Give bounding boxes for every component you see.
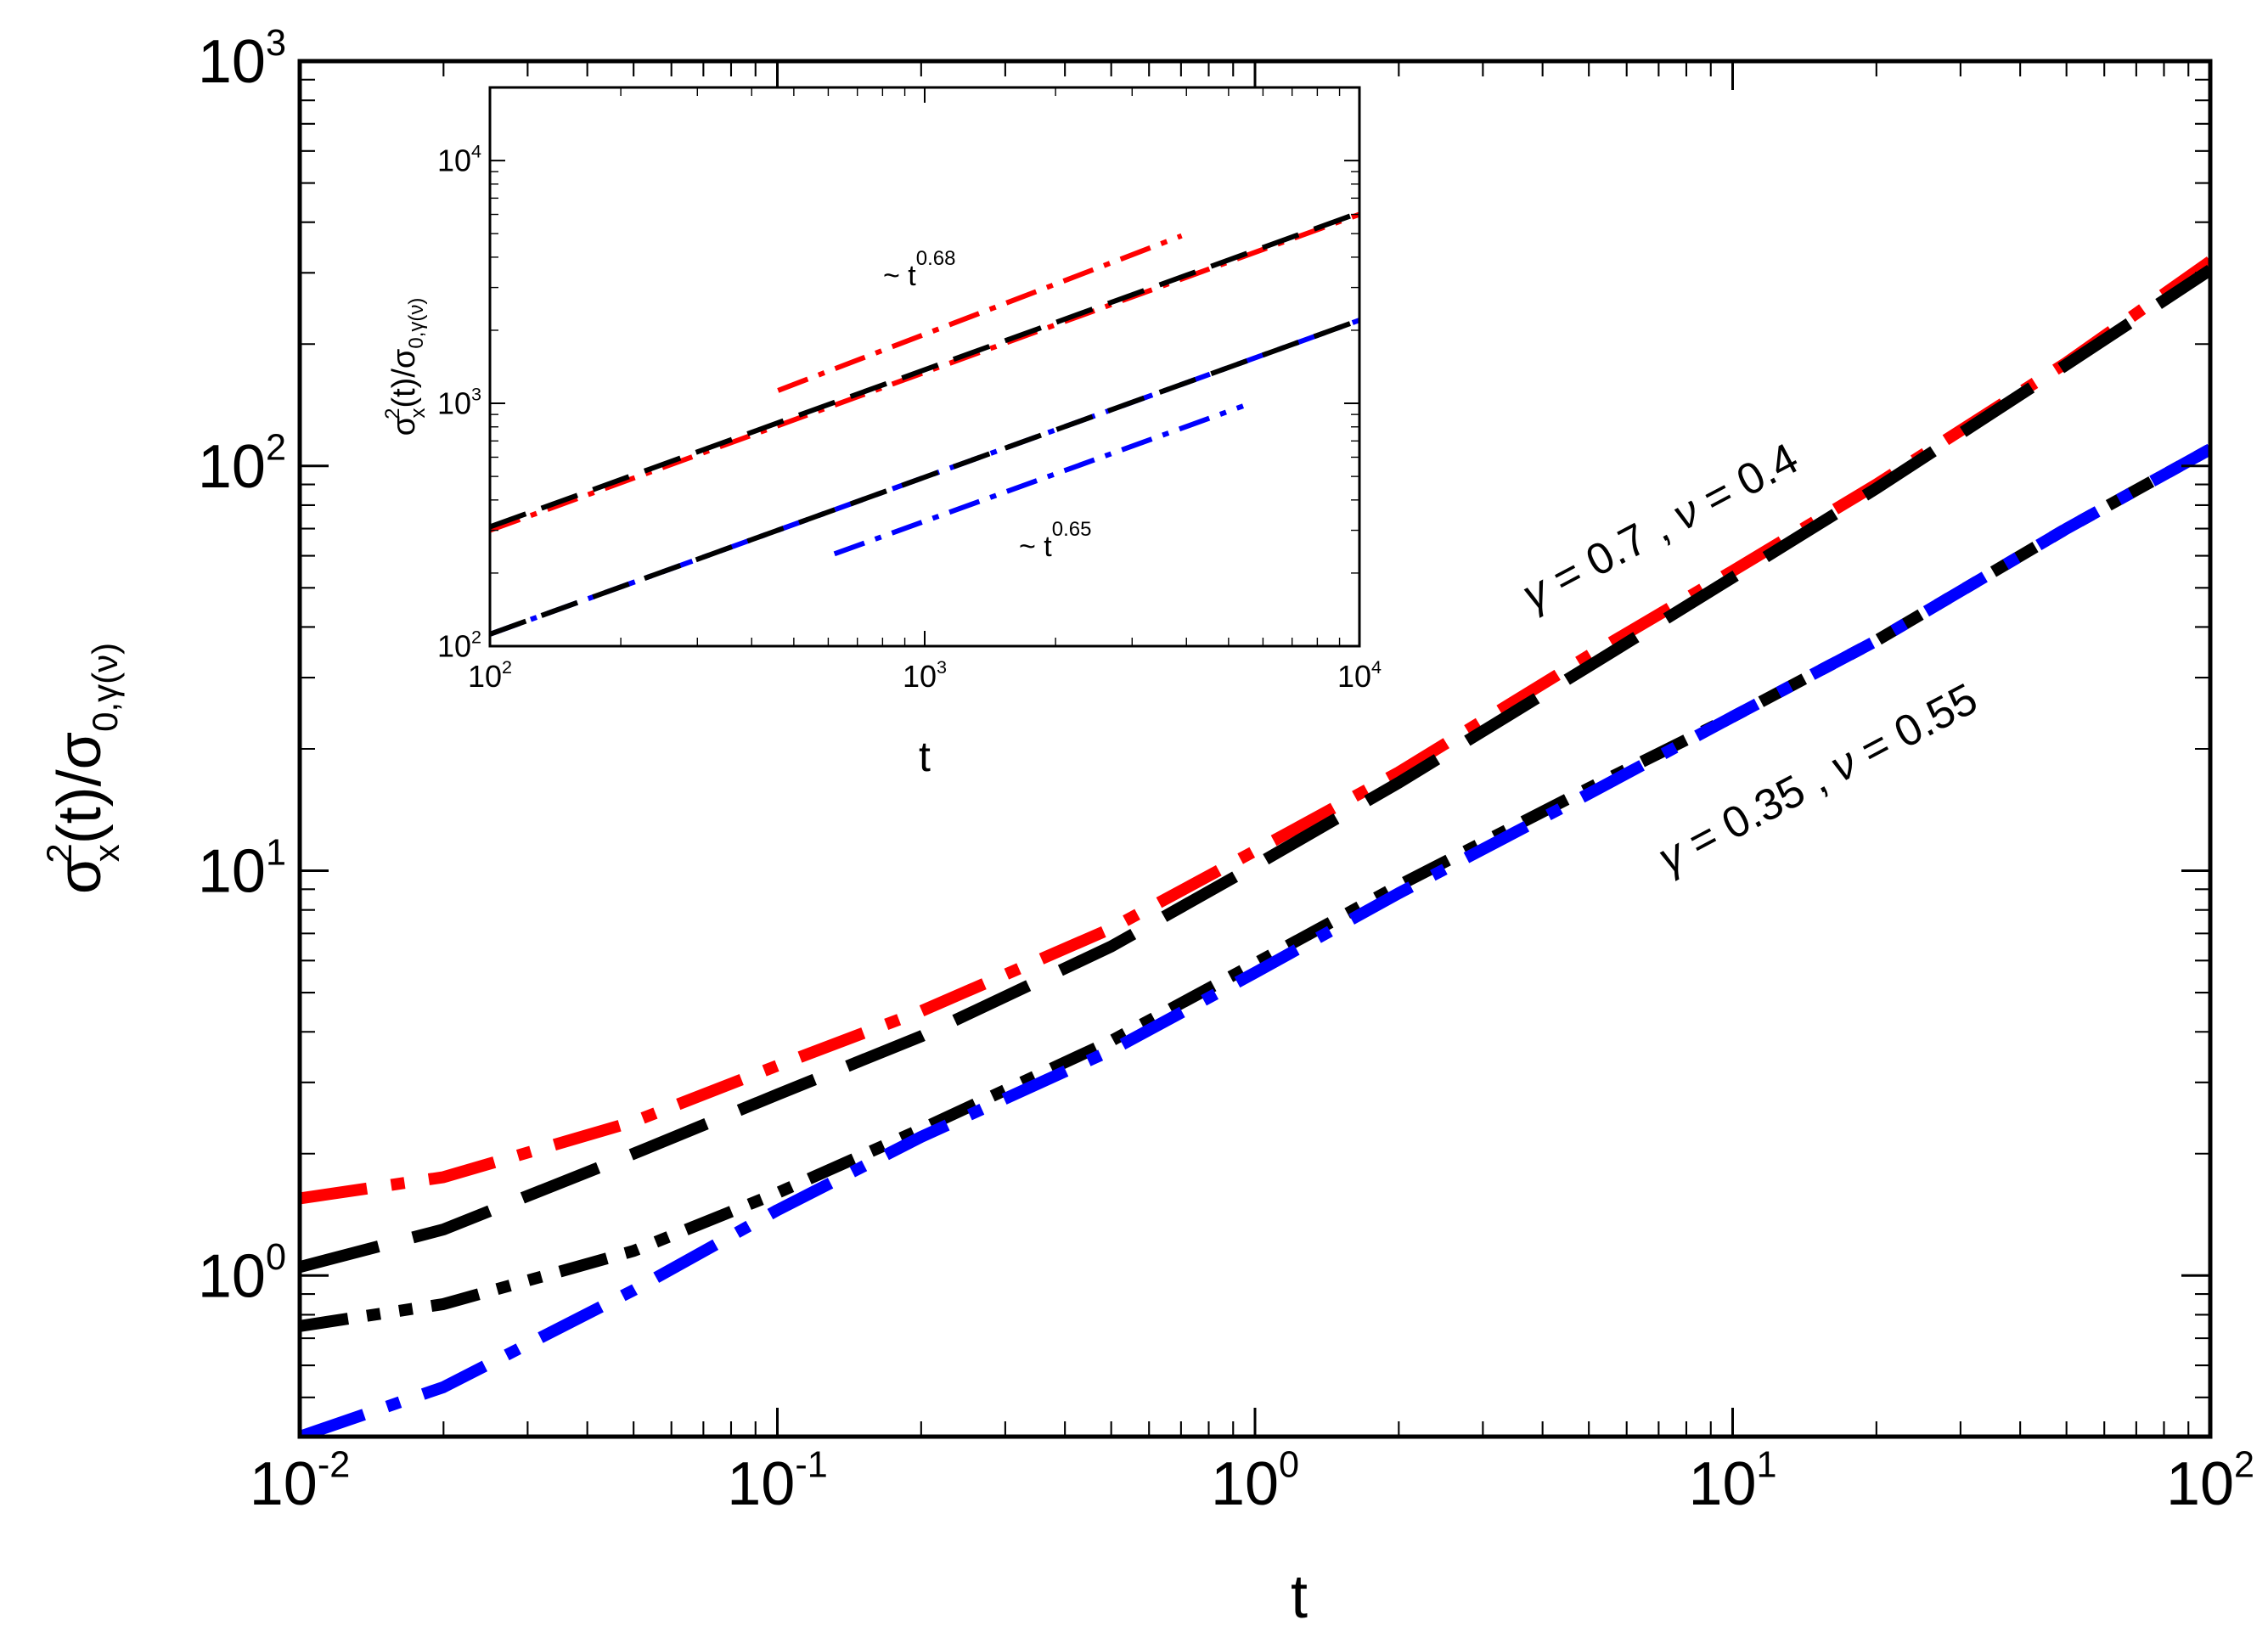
inset-x-tick-label: 103 <box>903 656 947 694</box>
inset-plot-frame <box>488 86 1361 648</box>
inset-y-tick-base: 10 <box>437 143 471 178</box>
inset-annotation-fit-0.65: ~ t0.65 <box>1019 518 1091 563</box>
inset-x-axis-label: t <box>919 733 931 780</box>
inset-y-tick-label: 103 <box>437 383 481 420</box>
inset-y-label-sub2: 0,γ(ν) <box>405 298 428 349</box>
main-y-tick-label: 102 <box>198 428 286 501</box>
main-x-tick-label: 10-1 <box>727 1445 828 1518</box>
inset-x-tick-exp: 2 <box>502 656 512 678</box>
main-y-tick-base: 10 <box>198 28 266 96</box>
main-annotation-gamma-0.35: γ = 0.35 , ν = 0.55 <box>1650 674 1985 884</box>
main-y-label-sub2: 0,γ(ν) <box>85 643 125 732</box>
inset-y-tick-base: 10 <box>437 629 471 664</box>
inset-annotation-fit-0.68: ~ t0.68 <box>883 247 955 292</box>
inset-y-tick-exp: 3 <box>471 383 481 404</box>
main-y-tick-exp: 0 <box>266 1237 286 1278</box>
main-y-label-sigma: σ <box>46 857 114 894</box>
series-inset-gamma-0.35-analytic <box>490 318 1359 637</box>
inset-y-label-mid: (t)/σ <box>386 349 422 408</box>
series-inset-fit-0.65 <box>833 403 1245 557</box>
main-annotation-nu-0.4-value: = 0.4 <box>1685 434 1806 530</box>
inset-y-label-sup: 2 <box>381 408 404 419</box>
main-annotation-gamma-0.7: γ = 0.7 , ν = 0.4 <box>1514 434 1806 620</box>
main-y-tick-label: 101 <box>198 832 286 905</box>
main-annotation-gamma-0.35-value: = 0.35 , <box>1669 748 1845 873</box>
inset-x-tick-base: 10 <box>903 659 937 694</box>
main-y-tick-exp: 2 <box>266 428 286 469</box>
main-curves <box>300 256 2210 1437</box>
inset-x-tick-label: 102 <box>468 656 512 694</box>
main-y-tick-base: 10 <box>198 838 266 906</box>
inset-y-label-sigma: σ <box>386 416 422 436</box>
main-x-tick-base: 10 <box>250 1450 318 1518</box>
series-gamma-0.35-numeric <box>300 443 2210 1332</box>
inset-annotation-fit-0.65-prefix: ~ t <box>1019 531 1052 563</box>
inset-x-tick-exp: 3 <box>937 656 947 678</box>
main-x-tick-exp: -2 <box>318 1445 350 1486</box>
main-y-tick-label: 100 <box>198 1237 286 1310</box>
main-y-tick-label: 103 <box>198 23 286 96</box>
series-inset-gamma-0.35-numeric <box>490 318 1359 637</box>
main-y-tick-base: 10 <box>198 1242 266 1310</box>
series-inset-gamma-0.7-numeric <box>490 210 1359 530</box>
inset-y-axis-label: σ2 x(t)/σ0,γ(ν) <box>381 298 430 436</box>
main-y-label-sub: x <box>87 844 127 862</box>
inset-annotation-fit-0.68-exp: 0.68 <box>916 247 956 270</box>
main-x-tick-base: 10 <box>727 1450 795 1518</box>
main-x-axis-label: t <box>1291 1563 1308 1631</box>
inset-x-tick-base: 10 <box>1337 659 1371 694</box>
inset-x-tick-base: 10 <box>468 659 502 694</box>
inset-x-tick-label: 104 <box>1337 656 1382 694</box>
main-x-tick-exp: -1 <box>795 1445 827 1486</box>
main-y-axis-label: σ2 x(t)/σ0,γ(ν) <box>39 643 127 894</box>
inset-y-tick-base: 10 <box>437 386 471 421</box>
inset-annotation-fit-0.65-exp: 0.65 <box>1052 518 1092 541</box>
inset-annotation-fit-0.68-prefix: ~ t <box>883 260 916 292</box>
main-x-tick-exp: 0 <box>1279 1445 1299 1486</box>
inset-y-tick-label: 102 <box>437 626 481 663</box>
main-x-tick-base: 10 <box>1688 1450 1756 1518</box>
main-x-tick-base: 10 <box>2166 1450 2234 1518</box>
main-annotation-nu-0.55-value: = 0.55 <box>1842 674 1985 782</box>
main-x-tick-label: 10-2 <box>250 1445 351 1518</box>
main-y-tick-base: 10 <box>198 433 266 501</box>
series-gamma-0.35-analytic <box>300 443 2210 1437</box>
main-annotation-gamma-0.7-value: = 0.7 , <box>1534 497 1688 610</box>
main-y-label-sup: 2 <box>39 843 79 863</box>
series-gamma-0.7-numeric <box>300 265 2210 1273</box>
inset-y-label-sub: x <box>407 408 430 419</box>
main-x-tick-base: 10 <box>1211 1450 1279 1518</box>
main-x-tick-label: 102 <box>2166 1445 2254 1518</box>
inset-y-tick-exp: 4 <box>471 140 481 161</box>
main-x-tick-exp: 1 <box>1757 1445 1777 1486</box>
inset-plot-border <box>488 86 1361 648</box>
inset-x-tick-exp: 4 <box>1371 656 1382 678</box>
main-x-tick-label: 100 <box>1211 1445 1299 1518</box>
inset-y-tick-label: 104 <box>437 140 481 177</box>
inset-curves <box>490 210 1359 637</box>
main-y-label-mid: (t)/σ <box>46 732 114 844</box>
series-inset-fit-0.68 <box>777 233 1183 393</box>
inset-y-tick-exp: 2 <box>471 626 481 647</box>
main-plot-frame <box>297 59 2213 1439</box>
main-y-tick-exp: 3 <box>266 23 286 64</box>
main-x-tick-exp: 2 <box>2234 1445 2254 1486</box>
main-y-tick-exp: 1 <box>266 832 286 873</box>
main-x-tick-label: 101 <box>1688 1445 1776 1518</box>
